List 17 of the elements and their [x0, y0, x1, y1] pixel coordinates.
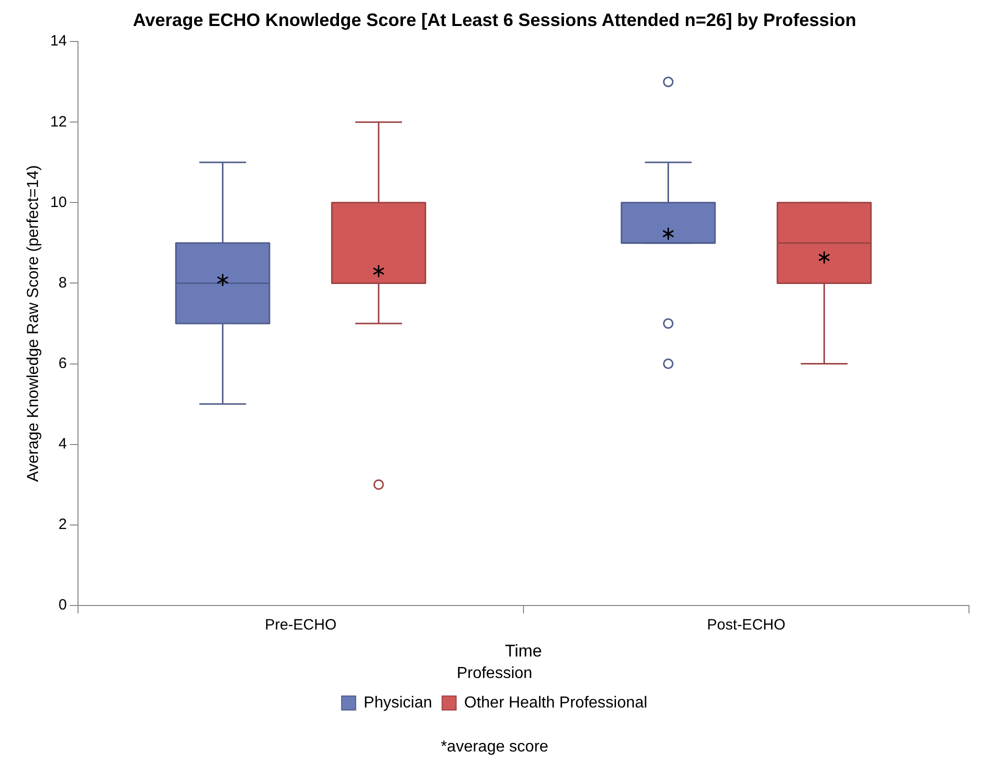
y-tick-label: 4 — [58, 435, 67, 452]
x-tick-label: Post-ECHO — [707, 616, 786, 634]
text: *average score — [440, 738, 548, 756]
legend-label: Physician — [364, 694, 432, 712]
y-tick-label: 8 — [58, 274, 67, 292]
y-tick-label: 12 — [50, 113, 67, 130]
y-tick-label: 6 — [58, 354, 67, 372]
y-tick-label: 10 — [50, 194, 67, 211]
y-tick-label: 14 — [50, 32, 67, 50]
y-tick-label: 0 — [58, 596, 67, 614]
x-tick-label: Pre-ECHO — [264, 616, 337, 634]
chart-title: Average ECHO Knowledge Score [At Least 6 Sessions Attended n=26] by Profession — [132, 10, 856, 30]
x-axis-title: Time — [504, 641, 542, 660]
y-axis-title: Average Knowledge Raw Score (perfect=14) — [25, 165, 42, 482]
y-tick-label: 2 — [58, 516, 67, 533]
legend-title: Profession — [456, 665, 532, 682]
legend-label: Other Health Professional — [464, 694, 648, 712]
